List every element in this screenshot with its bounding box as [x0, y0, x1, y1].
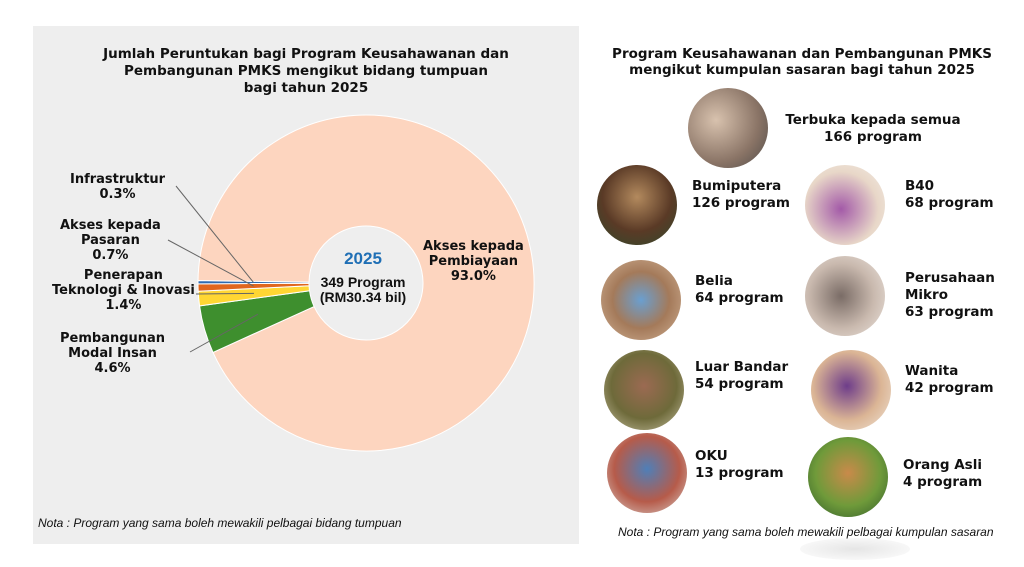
donut-center-year: 2025 — [344, 249, 382, 268]
group-name: Bumiputera — [692, 178, 782, 194]
photo-luar-bandar — [604, 350, 684, 430]
group-luar-bandar: Luar Bandar 54 program — [695, 359, 788, 393]
donut-center-programs: 349 Program — [320, 274, 406, 290]
leader-line — [189, 313, 259, 353]
leader-line — [175, 185, 254, 283]
slice-label-name: Akses kepada — [423, 239, 524, 254]
group-belia: Belia 64 program — [695, 273, 784, 307]
slice-label-pasaran: Akses kepada Pasaran 0.7% — [60, 218, 161, 263]
slice-label-name: Modal Insan — [68, 346, 157, 361]
group-perusahaan-mikro: Perusahaan Mikro 63 program — [905, 270, 995, 321]
group-oku: OKU 13 program — [695, 448, 784, 482]
slice-label-name: Teknologi & Inovasi — [52, 283, 195, 298]
decorative-shadow — [800, 538, 910, 560]
group-count: 68 program — [905, 195, 994, 211]
photo-wanita — [811, 350, 891, 430]
photo-b40 — [805, 165, 885, 245]
group-wanita: Wanita 42 program — [905, 363, 994, 397]
slice-label-name: Penerapan — [83, 268, 163, 283]
slice-label-teknologi: Penerapan Teknologi & Inovasi 1.4% — [52, 268, 195, 313]
slice-label-value: 93.0% — [450, 269, 496, 284]
right-title-line: Program Keusahawanan dan Pembangunan PMK… — [612, 46, 992, 62]
group-name: Belia — [695, 273, 733, 289]
donut-center-amount: (RM30.34 bil) — [319, 289, 407, 305]
group-name: OKU — [695, 448, 728, 464]
slice-label-name: Infrastruktur — [70, 172, 166, 187]
right-title: Program Keusahawanan dan Pembangunan PMK… — [592, 46, 1012, 78]
group-count: 64 program — [695, 290, 784, 306]
photo-orang-asli — [808, 437, 888, 517]
chart-title: Jumlah Peruntukan bagi Program Keusahawa… — [33, 46, 579, 97]
right-note: Nota : Program yang sama boleh mewakili … — [618, 525, 994, 539]
group-count: 54 program — [695, 376, 784, 392]
slice-label-modal-insan: Pembangunan Modal Insan 4.6% — [60, 331, 165, 376]
group-name: Luar Bandar — [695, 359, 789, 375]
group-orang-asli: Orang Asli 4 program — [903, 457, 982, 491]
slice-label-value: 0.3% — [99, 187, 136, 202]
group-bumiputera: Bumiputera 126 program — [692, 178, 790, 212]
slice-label-name: Pembiayaan — [428, 254, 519, 269]
slice-label-value: 1.4% — [105, 298, 142, 313]
chart-title-line: bagi tahun 2025 — [243, 80, 369, 96]
slice-label-name: Akses kepada — [60, 218, 161, 233]
group-count: 166 program — [824, 129, 922, 145]
group-terbuka: Terbuka kepada semua 166 program — [783, 112, 963, 146]
slice-label-name: Pasaran — [80, 233, 140, 248]
group-name: Perusahaan — [905, 270, 995, 286]
group-count: 4 program — [903, 474, 983, 490]
photo-belia — [601, 260, 681, 340]
group-count: 126 program — [692, 195, 790, 211]
slice-label-name: Pembangunan — [60, 331, 166, 346]
photo-perusahaan-mikro — [805, 256, 885, 336]
right-title-line: mengikut kumpulan sasaran bagi tahun 202… — [629, 62, 975, 78]
group-name: Orang Asli — [903, 457, 982, 473]
group-name: Terbuka kepada semua — [785, 112, 961, 128]
group-b40: B40 68 program — [905, 178, 994, 212]
photo-oku — [607, 433, 687, 513]
slice-label-pembiayaan: Akses kepada Pembiayaan 93.0% — [423, 239, 524, 284]
leader-line — [167, 239, 254, 287]
slice-label-value: 4.6% — [94, 361, 131, 376]
photo-bumiputera — [597, 165, 677, 245]
photo-terbuka — [688, 88, 768, 168]
group-name: Wanita — [905, 363, 959, 379]
group-count: 63 program — [905, 304, 994, 320]
chart-title-line: Pembangunan PMKS mengikut bidang tumpuan — [123, 63, 489, 79]
group-count: 13 program — [695, 465, 784, 481]
left-note: Nota : Program yang sama boleh mewakili … — [38, 516, 402, 530]
slice-label-value: 0.7% — [92, 248, 129, 263]
donut-center-summary: 349 Program (RM30.34 bil) — [303, 275, 423, 305]
group-count: 42 program — [905, 380, 994, 396]
slice-pembiayaan — [197, 114, 535, 452]
leader-line — [195, 292, 254, 295]
slice-label-infrastruktur: Infrastruktur 0.3% — [70, 172, 165, 202]
group-name: B40 — [905, 178, 935, 194]
chart-title-line: Jumlah Peruntukan bagi Program Keusahawa… — [103, 46, 509, 62]
group-name: Mikro — [905, 287, 948, 303]
